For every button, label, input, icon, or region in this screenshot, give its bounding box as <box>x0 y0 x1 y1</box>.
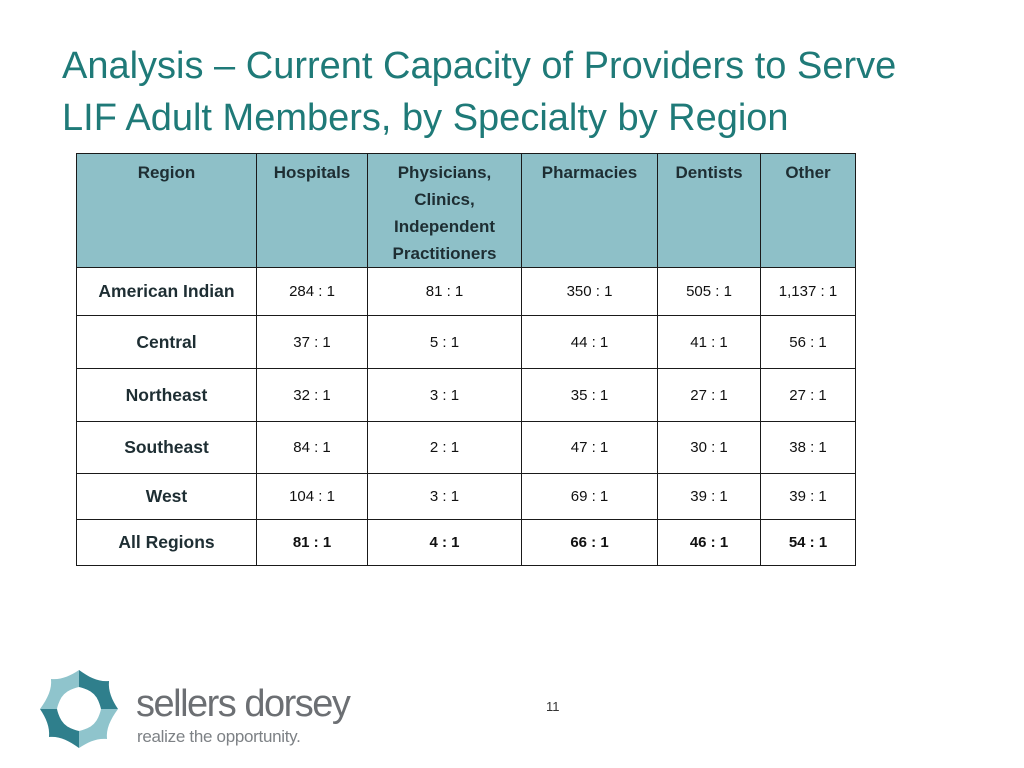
header-region: Region <box>76 153 257 268</box>
logo-wordmark: sellers dorsey <box>136 683 351 725</box>
cell-pharmacies: 44 : 1 <box>521 315 658 369</box>
sellers-dorsey-logo-mark <box>40 670 118 748</box>
table-row: West 104 : 1 3 : 1 69 : 1 39 : 1 39 : 1 <box>76 473 856 520</box>
cell-dentists: 41 : 1 <box>657 315 761 369</box>
cell-dentists: 46 : 1 <box>657 519 761 566</box>
page-number: 11 <box>546 699 560 714</box>
cell-other: 38 : 1 <box>760 421 856 474</box>
row-region-label: American Indian <box>76 267 257 316</box>
cell-other: 1,137 : 1 <box>760 267 856 316</box>
cell-other: 56 : 1 <box>760 315 856 369</box>
header-physicians-line-3: Independent <box>393 217 496 236</box>
cell-pharmacies: 69 : 1 <box>521 473 658 520</box>
title-line-2: LIF Adult Members, by Specialty by Regio… <box>62 97 789 139</box>
row-region-label: Northeast <box>76 368 257 422</box>
table-row: Northeast 32 : 1 3 : 1 35 : 1 27 : 1 27 … <box>76 368 856 422</box>
cell-dentists: 30 : 1 <box>657 421 761 474</box>
cell-pharmacies: 350 : 1 <box>521 267 658 316</box>
cell-hospitals: 84 : 1 <box>256 421 368 474</box>
header-physicians-line-1: Physicians, <box>397 163 492 182</box>
row-region-label: All Regions <box>76 519 257 566</box>
title-line-1: Analysis – Current Capacity of Providers… <box>62 45 897 87</box>
cell-hospitals: 284 : 1 <box>256 267 368 316</box>
cell-physicians: 3 : 1 <box>367 368 522 422</box>
cell-hospitals: 81 : 1 <box>256 519 368 566</box>
cell-physicians: 81 : 1 <box>367 267 522 316</box>
logo-tagline: realize the opportunity. <box>137 727 301 746</box>
cell-physicians: 3 : 1 <box>367 473 522 520</box>
cell-pharmacies: 66 : 1 <box>521 519 658 566</box>
header-dentists: Dentists <box>657 153 761 268</box>
cell-dentists: 505 : 1 <box>657 267 761 316</box>
capacity-table: Region Hospitals Physicians, Clinics, In… <box>76 153 856 566</box>
header-physicians: Physicians, Clinics, Independent Practit… <box>367 153 522 268</box>
header-hospitals: Hospitals <box>256 153 368 268</box>
table-row-total: All Regions 81 : 1 4 : 1 66 : 1 46 : 1 5… <box>76 519 856 566</box>
header-other: Other <box>760 153 856 268</box>
cell-physicians: 2 : 1 <box>367 421 522 474</box>
header-physicians-line-4: Practitioners <box>392 244 497 263</box>
cell-other: 54 : 1 <box>760 519 856 566</box>
slide-title: Analysis – Current Capacity of Providers… <box>62 40 982 144</box>
table-row: American Indian 284 : 1 81 : 1 350 : 1 5… <box>76 267 856 316</box>
cell-other: 27 : 1 <box>760 368 856 422</box>
header-pharmacies: Pharmacies <box>521 153 658 268</box>
table-header-row: Region Hospitals Physicians, Clinics, In… <box>76 153 856 268</box>
row-region-label: Central <box>76 315 257 369</box>
cell-dentists: 27 : 1 <box>657 368 761 422</box>
cell-hospitals: 104 : 1 <box>256 473 368 520</box>
cell-pharmacies: 35 : 1 <box>521 368 658 422</box>
cell-hospitals: 32 : 1 <box>256 368 368 422</box>
cell-physicians: 4 : 1 <box>367 519 522 566</box>
row-region-label: Southeast <box>76 421 257 474</box>
table-row: Central 37 : 1 5 : 1 44 : 1 41 : 1 56 : … <box>76 315 856 369</box>
cell-physicians: 5 : 1 <box>367 315 522 369</box>
cell-dentists: 39 : 1 <box>657 473 761 520</box>
table-row: Southeast 84 : 1 2 : 1 47 : 1 30 : 1 38 … <box>76 421 856 474</box>
header-physicians-line-2: Clinics, <box>414 190 475 209</box>
cell-hospitals: 37 : 1 <box>256 315 368 369</box>
row-region-label: West <box>76 473 257 520</box>
cell-pharmacies: 47 : 1 <box>521 421 658 474</box>
cell-other: 39 : 1 <box>760 473 856 520</box>
